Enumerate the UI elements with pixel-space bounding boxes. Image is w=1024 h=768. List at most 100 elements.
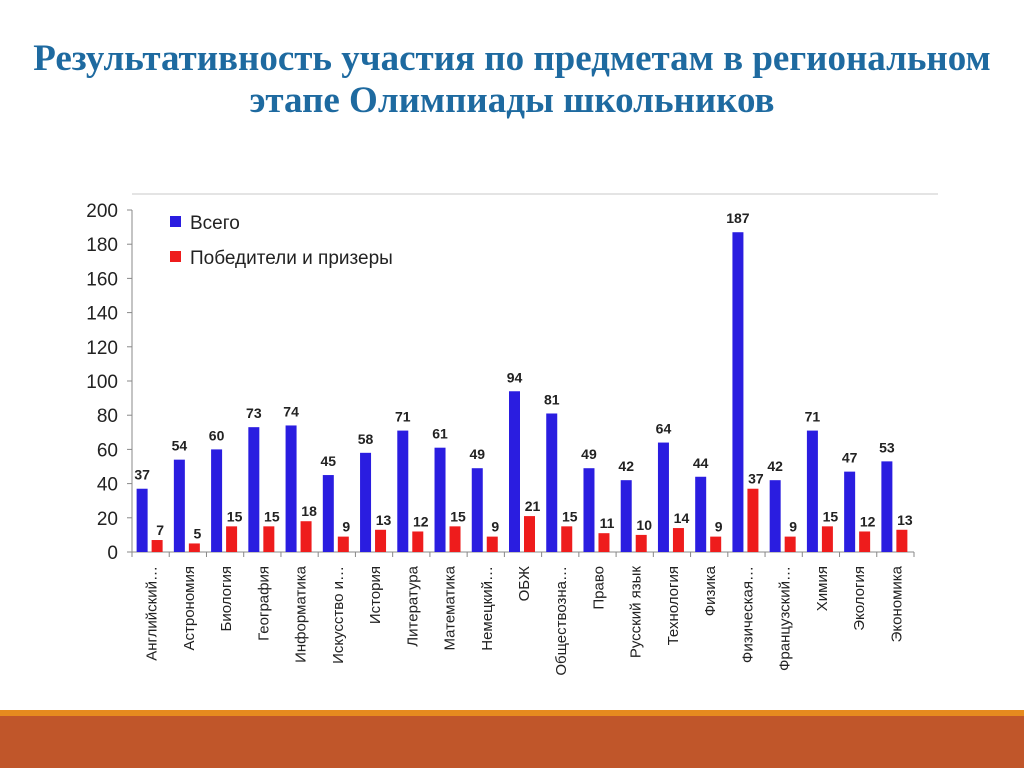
- bar-winners: [375, 529, 387, 552]
- category-label: Экология: [851, 566, 868, 631]
- data-label-winners: 11: [600, 515, 615, 531]
- bar-winners: [226, 526, 238, 552]
- data-label-total: 60: [209, 427, 225, 443]
- bar-total: [322, 475, 334, 552]
- y-tick-label: 100: [86, 372, 118, 393]
- bar-total: [657, 442, 669, 552]
- category-label: Русский язык: [628, 566, 645, 659]
- category-label: Химия: [814, 566, 831, 611]
- data-label-total: 187: [726, 210, 750, 226]
- data-label-winners: 9: [715, 519, 723, 535]
- y-tick-label: 20: [97, 509, 118, 530]
- category-label: Биология: [218, 566, 235, 631]
- legend-label-total: Всего: [190, 213, 240, 234]
- bar-winners: [710, 536, 722, 552]
- bar-total: [173, 459, 185, 552]
- data-label-winners: 9: [342, 519, 350, 535]
- data-label-winners: 12: [860, 513, 876, 529]
- category-label: История: [367, 566, 384, 624]
- slide-title: Результативность участия по предметам в …: [33, 38, 991, 121]
- category-label: Экономика: [888, 565, 905, 642]
- data-label-winners: 13: [376, 512, 392, 528]
- data-label-winners: 15: [264, 508, 280, 524]
- y-tick-label: 200: [86, 201, 118, 222]
- bar-winners: [337, 536, 349, 552]
- data-label-total: 71: [395, 409, 411, 425]
- category-label: Обществозна…: [553, 566, 570, 676]
- bar-winners: [449, 526, 461, 552]
- category-label: Французский…: [777, 566, 794, 671]
- legend-label-winners: Победители и призеры: [190, 248, 393, 269]
- bar-winners: [524, 516, 535, 552]
- data-label-total: 37: [134, 467, 150, 483]
- bar-total: [583, 468, 595, 552]
- category-label: Информатика: [293, 565, 310, 663]
- data-label-total: 49: [469, 446, 485, 462]
- category-label: Английский…: [144, 566, 161, 661]
- bar-winners: [896, 529, 908, 552]
- bar-total: [806, 430, 818, 552]
- y-tick-label: 180: [86, 235, 118, 256]
- legend-swatch-winners: [170, 251, 181, 262]
- bar-winners: [598, 533, 610, 552]
- bar-total: [844, 471, 856, 552]
- data-label-winners: 18: [301, 503, 317, 519]
- category-label: ОБЖ: [516, 566, 533, 602]
- y-tick-label: 40: [97, 475, 118, 496]
- bar-winners: [151, 540, 163, 552]
- bar-total: [620, 480, 632, 552]
- x-axis: [131, 551, 915, 557]
- bar-total: [546, 413, 558, 552]
- category-label: Астрономия: [181, 566, 198, 651]
- data-label-total: 44: [693, 455, 709, 471]
- data-label-total: 54: [172, 438, 188, 454]
- bar-winners: [300, 521, 312, 552]
- bars: [136, 232, 908, 553]
- data-label-winners: 5: [193, 525, 201, 541]
- bar-total: [397, 430, 409, 552]
- y-tick-label: 140: [86, 304, 118, 325]
- bar-winners: [859, 531, 871, 552]
- category-label: Литература: [404, 565, 421, 646]
- category-label: Физика: [702, 565, 719, 616]
- category-label: Немецкий…: [479, 566, 496, 651]
- data-label-winners: 15: [562, 508, 578, 524]
- y-tick-label: 120: [86, 338, 118, 359]
- y-axis: 0 20 40 60 80 100 120 140 160 180 200: [86, 201, 133, 564]
- bar-total: [695, 476, 707, 552]
- y-tick-label: 80: [97, 406, 118, 427]
- data-label-winners: 10: [636, 517, 652, 533]
- data-label-winners: 21: [525, 498, 541, 514]
- bar-total: [881, 461, 893, 552]
- data-label-winners: 7: [156, 522, 164, 538]
- data-label-total: 58: [358, 431, 374, 447]
- data-label-total: 53: [879, 439, 895, 455]
- bar-total: [248, 427, 260, 552]
- category-labels: Английский… Астрономия Биология География Ин…: [144, 565, 906, 675]
- data-label-total: 47: [842, 450, 858, 466]
- category-label: География: [255, 566, 272, 641]
- data-label-total: 42: [767, 458, 783, 474]
- data-label-total: 49: [581, 446, 597, 462]
- data-label-winners: 15: [227, 508, 243, 524]
- data-label-winners: 37: [748, 471, 764, 487]
- bar-total: [434, 447, 446, 552]
- bar-winners: [412, 531, 424, 552]
- bar-winners: [561, 526, 573, 552]
- bar-total: [769, 480, 781, 552]
- category-label: Физическая…: [739, 566, 756, 663]
- category-label: Технология: [665, 566, 682, 645]
- data-label-total: 73: [246, 405, 262, 421]
- category-label: Право: [590, 566, 607, 610]
- data-label-winners: 13: [897, 512, 913, 528]
- category-label: Искусство и…: [330, 566, 347, 664]
- y-tick-label: 160: [86, 269, 118, 290]
- data-label-winners: 9: [789, 519, 797, 535]
- data-label-total: 61: [432, 426, 448, 442]
- bar-total: [360, 452, 372, 552]
- bar-total: [136, 488, 148, 552]
- data-label-total: 42: [618, 458, 634, 474]
- bar-winners: [486, 536, 498, 552]
